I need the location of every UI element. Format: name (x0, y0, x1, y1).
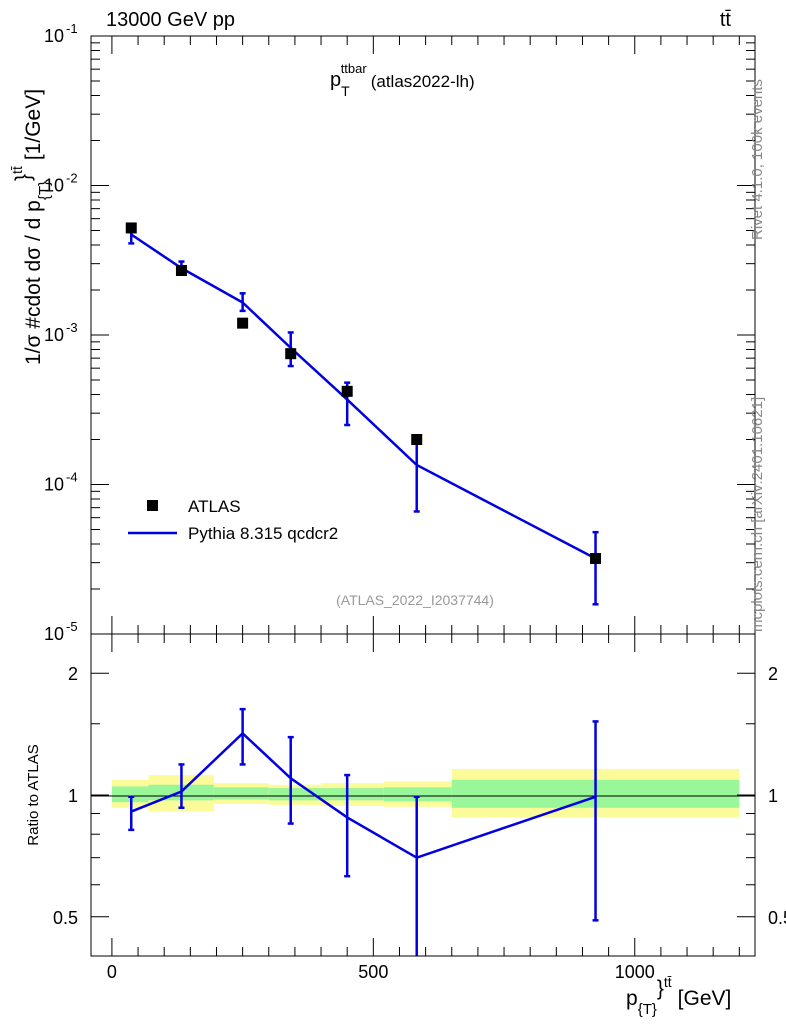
ratio-band-inner (213, 787, 269, 800)
legend: ATLAS Pythia 8.315 qcdcr2 (128, 497, 338, 543)
ratio-series-layer (128, 707, 599, 956)
atlas-point (411, 433, 423, 445)
source-label: mcplots.cern.ch [arXiv:2401.10621] (749, 397, 766, 632)
main-frame (90, 35, 756, 635)
main-y-tick-exponent: -1 (66, 21, 78, 36)
atlas-point (237, 317, 249, 329)
ratio-x-tick-label: 0 (107, 962, 117, 982)
main-y-label: 1/σ #cdot dσ / d p{T}}tt̄[1/GeV] (9, 89, 53, 365)
main-y-tick-label: 10 (44, 176, 64, 196)
main-y-axis: 10-110-210-310-410-5 (44, 21, 755, 644)
main-panel: 10-110-210-310-410-5 pTttbar(atlas2022-l… (9, 21, 756, 644)
ratio-panel: 0.5 0.5 1 1 2 2 0 500 1000 Ratio to ATLAS p{T}}… (25, 633, 786, 1018)
ratio-y-tick-label-right: 0.5 (768, 908, 786, 928)
ratio-x-axis: 0 500 1000 (107, 634, 740, 982)
ratio-y-tick-label: 1 (68, 786, 78, 806)
main-y-tick-label: 10 (44, 325, 64, 345)
main-x-ticks (111, 36, 740, 634)
ratio-y-tick-label-right: 1 (768, 786, 778, 806)
main-y-tick-exponent: -2 (66, 171, 78, 186)
ratio-x-tick-label: 1000 (615, 962, 655, 982)
atlas-point (175, 265, 187, 277)
main-y-tick-label: 10 (44, 475, 64, 495)
legend-atlas-label: ATLAS (188, 497, 241, 516)
ratio-x-tick-label: 500 (358, 962, 388, 982)
ratio-band-inner (111, 786, 149, 803)
ratio-y-tick-label: 0.5 (53, 908, 78, 928)
ratio-y-axis: 0.5 0.5 1 1 2 2 (53, 664, 786, 928)
main-y-tick-exponent: -3 (66, 320, 78, 335)
atlas-point (590, 552, 602, 564)
legend-atlas-marker (147, 500, 158, 511)
main-y-tick-label: 10 (44, 26, 64, 46)
ratio-x-label: p{T}}tt̄[GeV] (626, 974, 731, 1018)
energy-label: 13000 GeV pp (106, 9, 235, 31)
ratio-y-tick-label-right: 2 (768, 664, 778, 684)
rivet-label: Rivet 4.1.0, 100k events (749, 79, 766, 240)
main-title: pTttbar(atlas2022-lh) (330, 61, 475, 99)
ratio-y-label: Ratio to ATLAS (25, 744, 42, 845)
main-y-tick-exponent: -5 (66, 619, 78, 634)
main-y-tick-label: 10 (44, 624, 64, 644)
watermark: (ATLAS_2022_I2037744) (336, 592, 494, 608)
legend-pythia-label: Pythia 8.315 qcdcr2 (188, 524, 338, 543)
main-y-tick-exponent: -4 (66, 470, 78, 485)
ratio-y-tick-label: 2 (68, 664, 78, 684)
process-label: tt̄ (720, 9, 732, 31)
ratio-bands (111, 768, 740, 818)
main-series-layer (125, 222, 602, 606)
ratio-band-inner (321, 788, 384, 801)
atlas-point (285, 348, 297, 360)
atlas-point (341, 385, 353, 397)
atlas-point (125, 222, 137, 234)
ratio-band-inner (383, 787, 452, 802)
